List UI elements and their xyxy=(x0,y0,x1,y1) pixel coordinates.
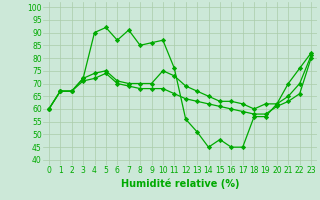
X-axis label: Humidité relative (%): Humidité relative (%) xyxy=(121,178,239,189)
